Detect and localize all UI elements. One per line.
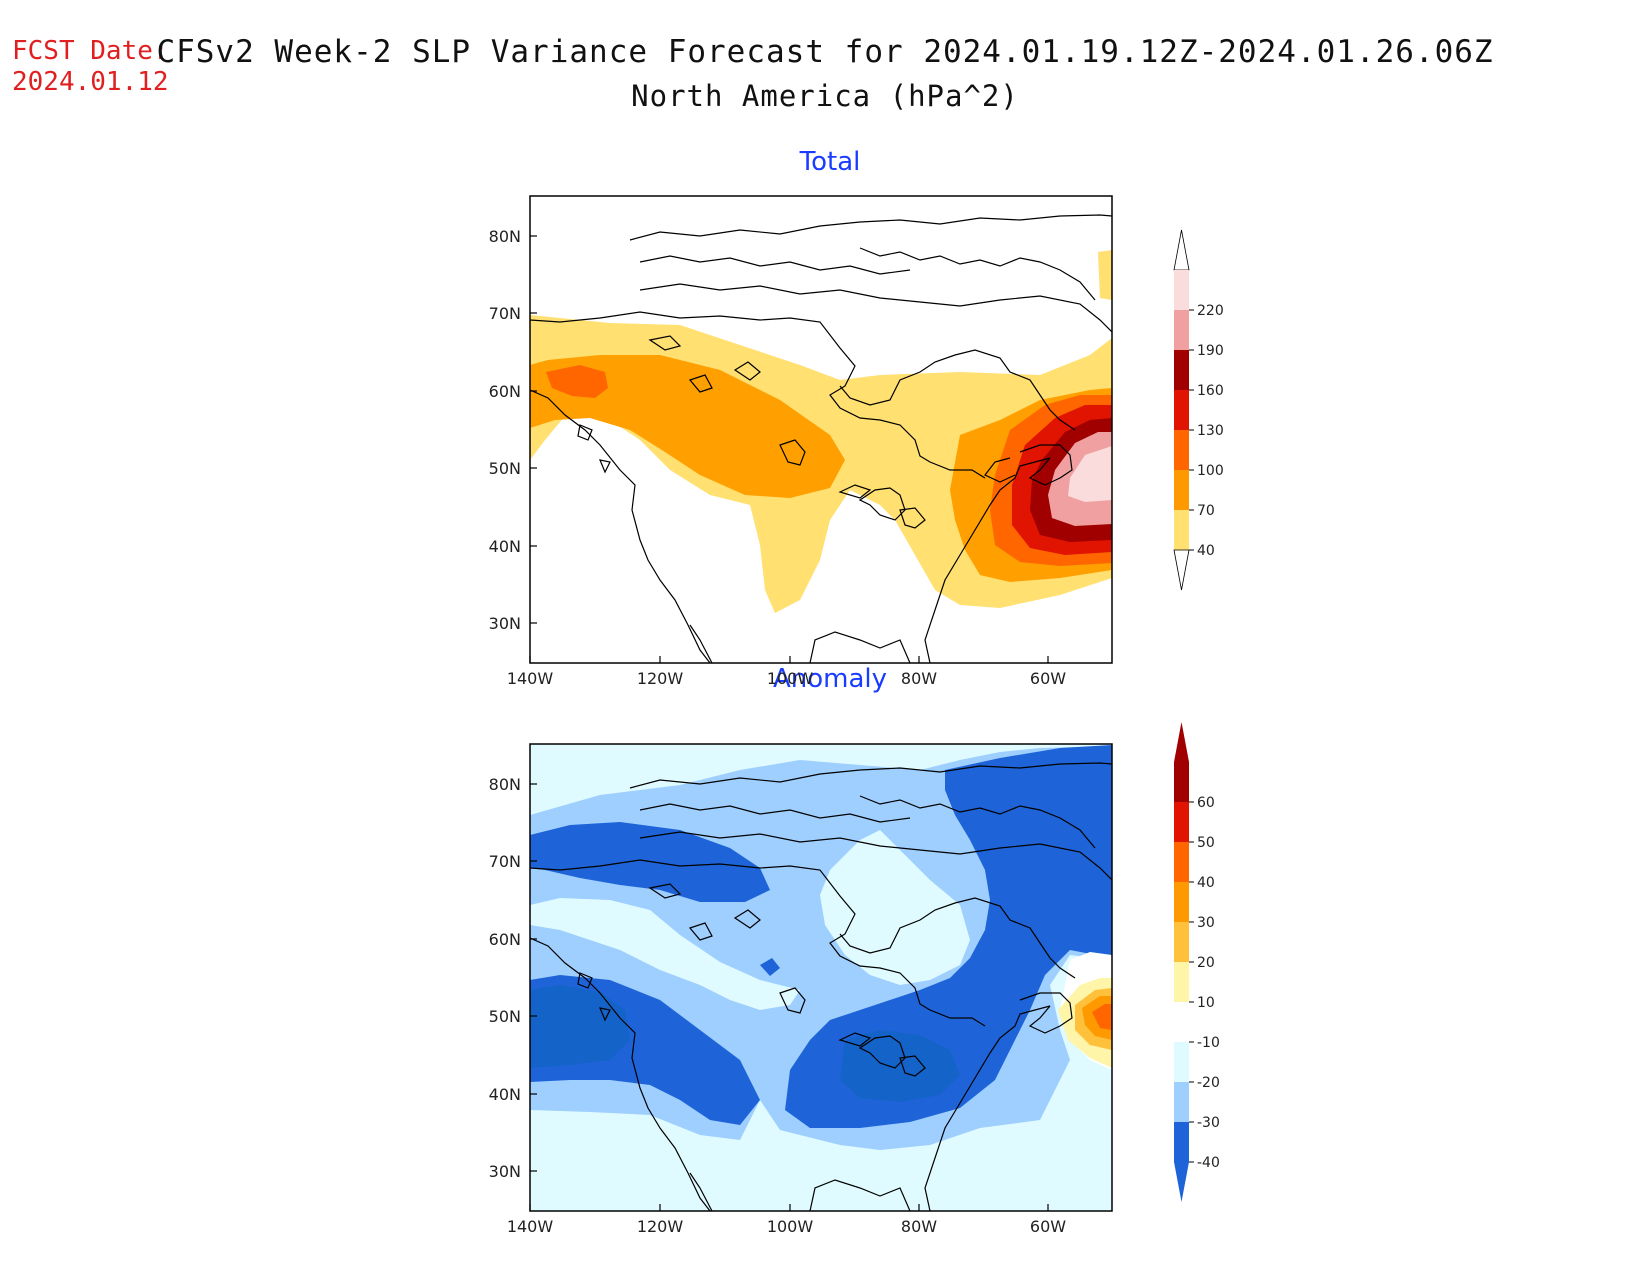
anomaly-map-frame bbox=[529, 743, 1113, 1212]
colorbar-swatch bbox=[1174, 882, 1189, 922]
colorbar-swatch bbox=[1174, 1082, 1189, 1122]
lat-tick-label: 30N bbox=[489, 1162, 521, 1181]
colorbar-swatch bbox=[1174, 1042, 1189, 1082]
lon-tick-label: 80W bbox=[901, 669, 937, 688]
colorbar-label: 10 bbox=[1197, 995, 1215, 1011]
colorbar-label: 60 bbox=[1197, 795, 1215, 811]
lat-tick-label: 70N bbox=[489, 852, 521, 871]
anomaly-colorbar: 60 50 40 30 20 10 -10 -20 -30 -40 bbox=[1174, 722, 1220, 1202]
shade-70 bbox=[530, 355, 845, 498]
colorbar-label: 30 bbox=[1197, 915, 1215, 931]
panel-title-anomaly: Anomaly bbox=[772, 664, 888, 694]
colorbar-swatch bbox=[1174, 510, 1189, 550]
total-colorbar: 220 190 160 130 100 70 40 bbox=[1173, 229, 1224, 591]
colorbar-label: -10 bbox=[1197, 1035, 1220, 1051]
colorbar-label: 70 bbox=[1197, 503, 1215, 519]
colorbar-label: -20 bbox=[1197, 1075, 1220, 1091]
anom-neg40-west bbox=[530, 985, 630, 1068]
colorbar-label: 220 bbox=[1197, 303, 1224, 319]
colorbar-swatch bbox=[1174, 390, 1189, 430]
colorbar-swatch bbox=[1174, 922, 1189, 962]
lon-tick-label: 80W bbox=[901, 1217, 937, 1236]
lon-tick-label: 60W bbox=[1030, 1217, 1066, 1236]
anomaly-lat-axis: 80N 70N 60N 50N 40N 30N bbox=[489, 775, 537, 1181]
lat-tick-label: 70N bbox=[489, 304, 521, 323]
panel-title-total: Total bbox=[799, 147, 861, 177]
colorbar-label: 40 bbox=[1197, 875, 1215, 891]
anom-50 bbox=[1092, 1004, 1112, 1030]
lat-tick-label: 50N bbox=[489, 1007, 521, 1026]
lat-tick-label: 40N bbox=[489, 1085, 521, 1104]
colorbar-swatch bbox=[1174, 1122, 1189, 1162]
total-map-frame bbox=[529, 195, 1113, 664]
lat-tick-label: 80N bbox=[489, 775, 521, 794]
colorbar-swatch bbox=[1174, 310, 1189, 350]
forecast-date-label: FCST Date: bbox=[12, 36, 169, 66]
colorbar-swatch bbox=[1174, 762, 1189, 802]
colorbar-label: -30 bbox=[1197, 1115, 1220, 1131]
lon-tick-label: 60W bbox=[1030, 669, 1066, 688]
colorbar-label: 40 bbox=[1197, 543, 1215, 559]
colorbar-label: 130 bbox=[1197, 423, 1224, 439]
anomaly-map: 80N 70N 60N 50N 40N 30N 140W 120W 100W 80W 60W bbox=[489, 743, 1113, 1236]
anom-neg30-east bbox=[785, 745, 1112, 1128]
anomaly-lon-axis: 140W 120W 100W 80W 60W bbox=[507, 1204, 1066, 1236]
lat-tick-label: 40N bbox=[489, 537, 521, 556]
page-subtitle: North America (hPa^2) bbox=[631, 79, 1019, 113]
colorbar-label: -40 bbox=[1197, 1155, 1220, 1171]
anomaly-coastlines bbox=[530, 762, 1112, 1211]
anomaly-shading bbox=[530, 744, 1112, 1211]
colorbar-swatch bbox=[1174, 1002, 1189, 1042]
anom-neg10-hole-1 bbox=[530, 898, 800, 1010]
lon-tick-label: 100W bbox=[767, 669, 814, 688]
lon-tick-label: 120W bbox=[637, 1217, 684, 1236]
colorbar-swatch bbox=[1174, 470, 1189, 510]
colorbar-label: 100 bbox=[1197, 463, 1224, 479]
anom-neg40-east bbox=[840, 1030, 960, 1102]
colorbar-swatch bbox=[1174, 802, 1189, 842]
colorbar-label: 50 bbox=[1197, 835, 1215, 851]
lon-tick-label: 100W bbox=[767, 1217, 814, 1236]
colorbar-swatch bbox=[1174, 350, 1189, 390]
colorbar-label: 160 bbox=[1197, 383, 1224, 399]
lat-tick-label: 50N bbox=[489, 459, 521, 478]
colorbar-swatch bbox=[1174, 270, 1189, 310]
lon-tick-label: 120W bbox=[637, 669, 684, 688]
colorbar-top-arrow bbox=[1174, 722, 1189, 762]
colorbar-label: 190 bbox=[1197, 343, 1224, 359]
lon-tick-label: 140W bbox=[507, 1217, 554, 1236]
forecast-date-block: FCST Date: 2024.01.12 bbox=[12, 36, 169, 98]
forecast-date-value: 2024.01.12 bbox=[12, 67, 169, 97]
shade-40-arctic bbox=[1098, 250, 1112, 300]
shade-100-west bbox=[546, 365, 608, 398]
colorbar-bottom-arrow bbox=[1174, 1162, 1189, 1202]
shade-220 bbox=[1068, 446, 1112, 502]
lat-tick-label: 80N bbox=[489, 227, 521, 246]
anom-neg30-spot bbox=[760, 958, 780, 976]
lat-tick-label: 30N bbox=[489, 614, 521, 633]
colorbar-swatch bbox=[1174, 842, 1189, 882]
lon-tick-label: 140W bbox=[507, 669, 554, 688]
page-title: CFSv2 Week-2 SLP Variance Forecast for 2… bbox=[156, 34, 1494, 70]
colorbar-label: 20 bbox=[1197, 955, 1215, 971]
total-lat-axis: 80N 70N 60N 50N 40N 30N bbox=[489, 227, 537, 633]
anom-neg10-hole-2 bbox=[820, 830, 970, 985]
total-shading bbox=[530, 250, 1112, 613]
lat-tick-label: 60N bbox=[489, 382, 521, 401]
colorbar-top-arrow bbox=[1173, 229, 1190, 271]
colorbar-bottom-arrow bbox=[1173, 549, 1190, 591]
colorbar-swatch bbox=[1174, 962, 1189, 1002]
total-lon-axis: 140W 120W 100W 80W 60W bbox=[507, 656, 1066, 688]
colorbar-swatch bbox=[1174, 430, 1189, 470]
lat-tick-label: 60N bbox=[489, 930, 521, 949]
total-map: 80N 70N 60N 50N 40N 30N 140W 120W 100W 80W 60W bbox=[489, 195, 1113, 688]
total-coastlines bbox=[530, 214, 1112, 663]
